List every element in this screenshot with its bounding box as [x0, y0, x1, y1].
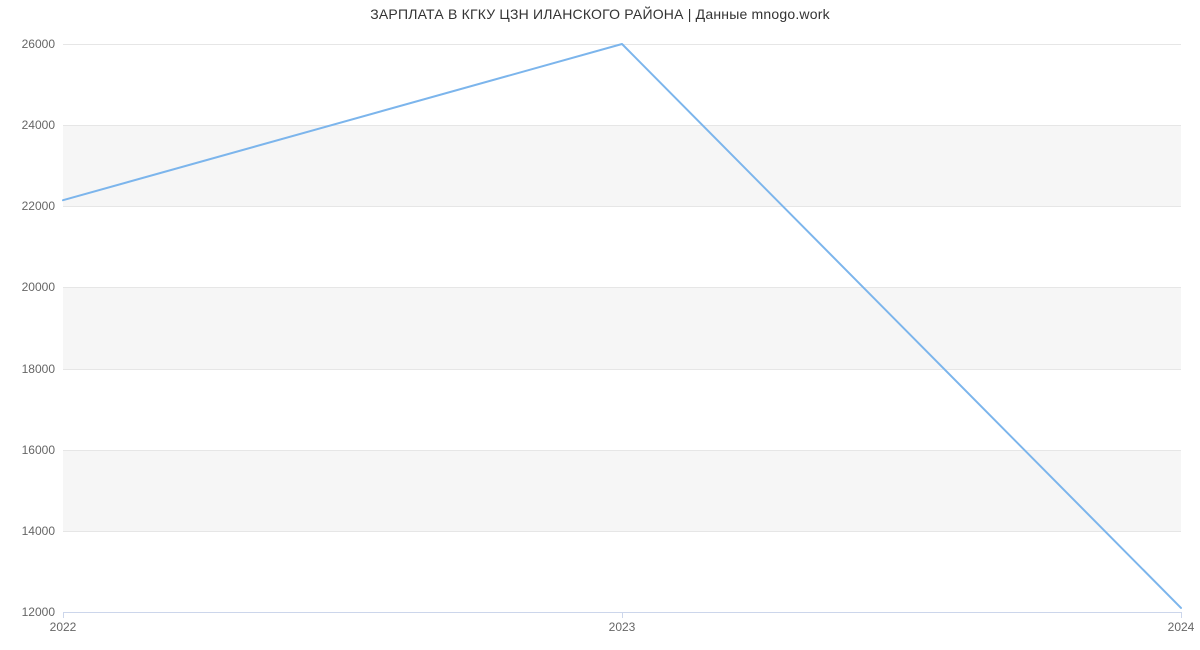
y-tick-label: 24000: [22, 118, 55, 132]
x-tick-label: 2024: [1168, 620, 1195, 634]
x-tick-mark: [1181, 612, 1182, 618]
plot-area: 1200014000160001800020000220002400026000…: [63, 44, 1181, 612]
y-tick-label: 14000: [22, 524, 55, 538]
y-tick-label: 18000: [22, 362, 55, 376]
y-tick-label: 22000: [22, 199, 55, 213]
y-tick-label: 16000: [22, 443, 55, 457]
x-tick-label: 2022: [50, 620, 77, 634]
x-tick-mark: [63, 612, 64, 618]
chart-title: ЗАРПЛАТА В КГКУ ЦЗН ИЛАНСКОГО РАЙОНА | Д…: [0, 6, 1200, 22]
x-tick-mark: [622, 612, 623, 618]
x-tick-label: 2023: [609, 620, 636, 634]
line-series: [63, 44, 1181, 612]
y-tick-label: 26000: [22, 37, 55, 51]
y-tick-label: 20000: [22, 280, 55, 294]
series-line: [63, 44, 1181, 608]
y-tick-label: 12000: [22, 605, 55, 619]
salary-line-chart: ЗАРПЛАТА В КГКУ ЦЗН ИЛАНСКОГО РАЙОНА | Д…: [0, 0, 1200, 650]
